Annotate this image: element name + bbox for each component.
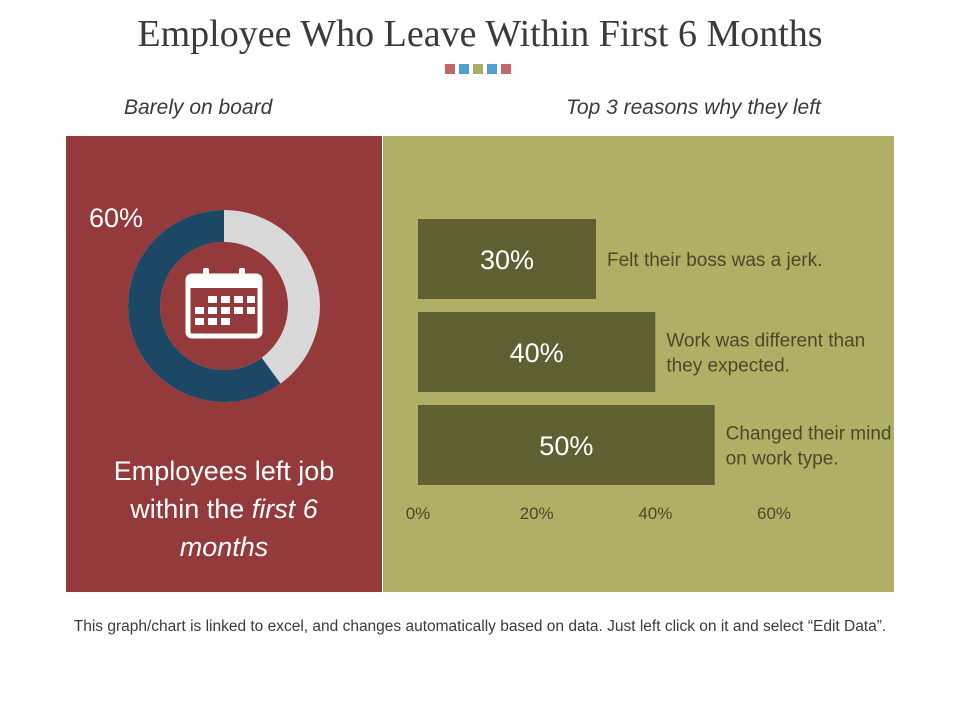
x-tick-label: 60% xyxy=(757,504,791,523)
bar-value-label: 30% xyxy=(480,245,534,275)
x-tick-label: 0% xyxy=(406,504,431,523)
caption-line-1: Employees left job xyxy=(113,456,335,486)
bar-3 xyxy=(418,405,715,485)
bar-category-label: Work was different than they expected. xyxy=(666,331,865,377)
donut-chart xyxy=(128,210,320,402)
bar-2 xyxy=(418,312,656,392)
right-subtitle: Top 3 reasons why they left xyxy=(566,96,821,119)
decorative-squares xyxy=(445,64,511,74)
x-tick-label: 20% xyxy=(520,504,554,523)
footnote: This graph/chart is linked to excel, and… xyxy=(73,618,887,635)
bar-1 xyxy=(418,219,596,299)
left-subtitle: Barely on board xyxy=(124,96,273,119)
donut-percent-label: 60% xyxy=(89,203,144,233)
decorative-square xyxy=(459,64,469,74)
caption-line-3: months xyxy=(179,532,269,562)
bar-category-label: Changed their mind on work type. xyxy=(726,424,892,470)
decorative-square xyxy=(501,64,511,74)
caption-line-2-plain: within the xyxy=(130,494,252,524)
left-caption: Employees left job within the first 6 mo… xyxy=(66,452,382,566)
donut-slice-left xyxy=(128,210,320,402)
reasons-bar-chart: 30% Felt their boss was a jerk. 40% Work wa… xyxy=(406,219,892,523)
x-tick-label: 40% xyxy=(638,504,672,523)
caption-line-2-italic: first 6 xyxy=(251,494,318,524)
calendar-icon xyxy=(185,268,263,339)
bar-category-label: Felt their boss was a jerk. xyxy=(607,250,822,271)
decorative-square xyxy=(445,64,455,74)
page-title: Employee Who Leave Within First 6 Months xyxy=(137,13,823,55)
bar-value-label: 40% xyxy=(510,338,564,368)
decorative-square xyxy=(473,64,483,74)
donut-slices xyxy=(128,210,320,402)
bar-value-label: 50% xyxy=(539,431,593,461)
decorative-square xyxy=(487,64,497,74)
